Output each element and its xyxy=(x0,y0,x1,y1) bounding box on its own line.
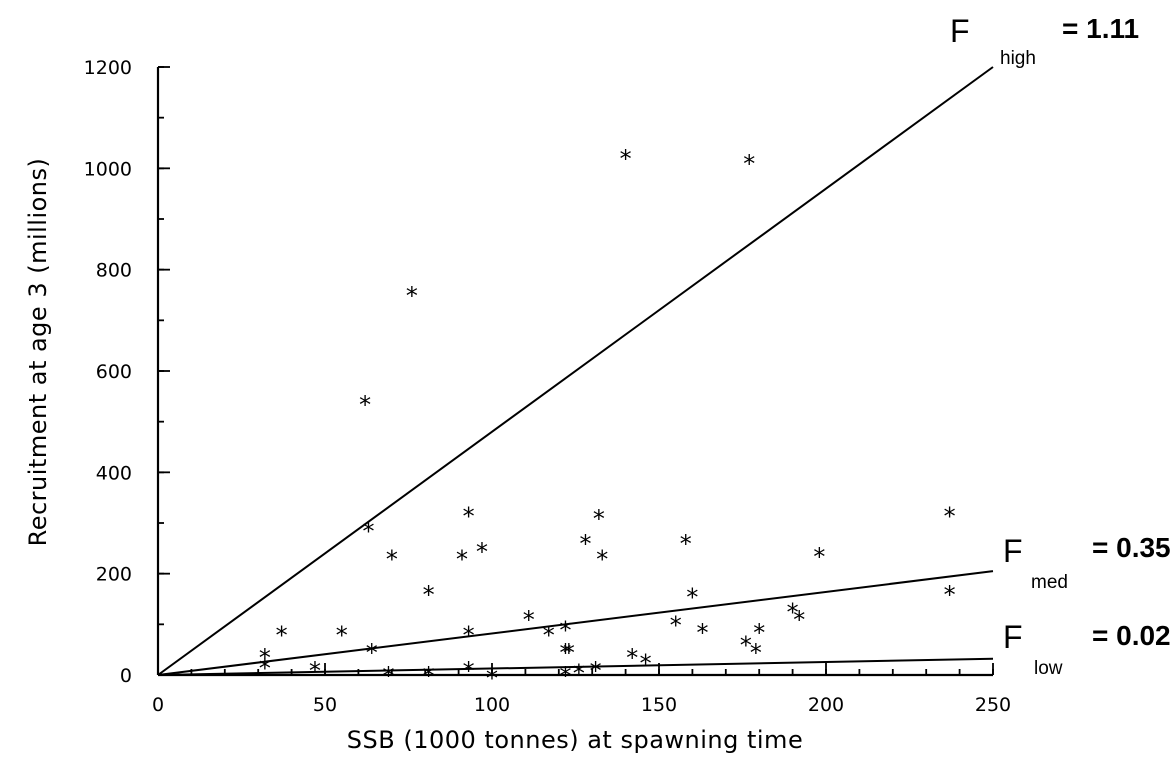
data-point: * xyxy=(588,657,602,685)
f-symbol: F xyxy=(950,13,970,49)
major-ticks: 0 50 100 150 200 250 0 200 400 600 800 1000 1200 xyxy=(84,57,1011,716)
data-point: * xyxy=(942,502,956,530)
data-point: * xyxy=(542,621,556,649)
data-point: * xyxy=(739,632,753,660)
y-axis-title: Recruitment at age 3 (millions) xyxy=(24,158,52,547)
data-point: * xyxy=(405,282,419,310)
y-tick-label: 800 xyxy=(96,260,132,282)
f-subscript: high xyxy=(1000,48,1036,69)
data-point: * xyxy=(385,545,399,573)
f-high-line xyxy=(157,66,994,676)
data-point: * xyxy=(455,545,469,573)
data-points: ********************* **************** ***… xyxy=(258,145,957,692)
y-tick-label: 600 xyxy=(96,361,132,383)
data-point: * xyxy=(752,619,766,647)
data-point: * xyxy=(562,639,576,667)
y-tick-label: 1200 xyxy=(84,57,132,79)
data-point: * xyxy=(381,662,395,690)
data-point: * xyxy=(638,649,652,677)
x-tick-label: 150 xyxy=(641,694,677,716)
data-point: * xyxy=(812,543,826,571)
data-point: * xyxy=(785,599,799,627)
data-point: * xyxy=(461,621,475,649)
y-tick-label: 400 xyxy=(96,462,132,484)
data-point: * xyxy=(558,639,572,667)
data-point: * xyxy=(749,639,763,667)
data-point: * xyxy=(274,621,288,649)
data-point: * xyxy=(942,581,956,609)
data-point: * xyxy=(558,662,572,690)
data-point: * xyxy=(361,518,375,546)
x-axis-title: SSB (1000 tonnes) at spawning time xyxy=(347,726,803,754)
data-point: * xyxy=(592,505,606,533)
data-point: * xyxy=(258,654,272,682)
x-tick-label: 250 xyxy=(975,694,1011,716)
data-point: * xyxy=(678,530,692,558)
data-point: * xyxy=(618,145,632,173)
data-point: * xyxy=(522,606,536,634)
data-point: * xyxy=(461,657,475,685)
f-subscript: low xyxy=(1034,658,1063,679)
data-point: * xyxy=(365,639,379,667)
f-low-line xyxy=(157,657,994,676)
x-tick-label: 200 xyxy=(808,694,844,716)
reference-lines xyxy=(157,66,994,676)
data-point: * xyxy=(461,502,475,530)
f-subscript: med xyxy=(1031,572,1068,593)
y-tick-label: 1000 xyxy=(84,158,132,180)
data-point: * xyxy=(792,606,806,634)
f-med-line xyxy=(157,570,994,676)
x-tick-label: 100 xyxy=(474,694,510,716)
data-point: * xyxy=(358,391,372,419)
f-value: = 0.02 xyxy=(1092,620,1171,651)
data-point: * xyxy=(308,657,322,685)
data-point: * xyxy=(625,644,639,672)
f-symbol: F xyxy=(1003,533,1023,569)
data-point: * xyxy=(578,530,592,558)
y-tick-label: 200 xyxy=(96,564,132,586)
data-point: * xyxy=(421,662,435,690)
data-point: * xyxy=(572,659,586,687)
data-point: * xyxy=(685,583,699,611)
x-tick-label: 50 xyxy=(313,694,337,716)
data-point: * xyxy=(334,621,348,649)
data-point: * xyxy=(595,545,609,573)
data-point: * xyxy=(668,611,682,639)
data-point: * xyxy=(421,581,435,609)
data-point: * xyxy=(558,616,572,644)
x-tick-label: 0 xyxy=(152,694,164,716)
data-point: * xyxy=(258,644,272,672)
data-point: * xyxy=(695,619,709,647)
data-point: * xyxy=(475,538,489,566)
f-value: = 0.35 xyxy=(1092,532,1171,563)
y-tick-label: 0 xyxy=(120,665,132,687)
data-point: * xyxy=(485,664,499,692)
f-symbol: F xyxy=(1003,619,1023,655)
f-value: = 1.11 xyxy=(1062,13,1139,44)
data-point: * xyxy=(742,150,756,178)
